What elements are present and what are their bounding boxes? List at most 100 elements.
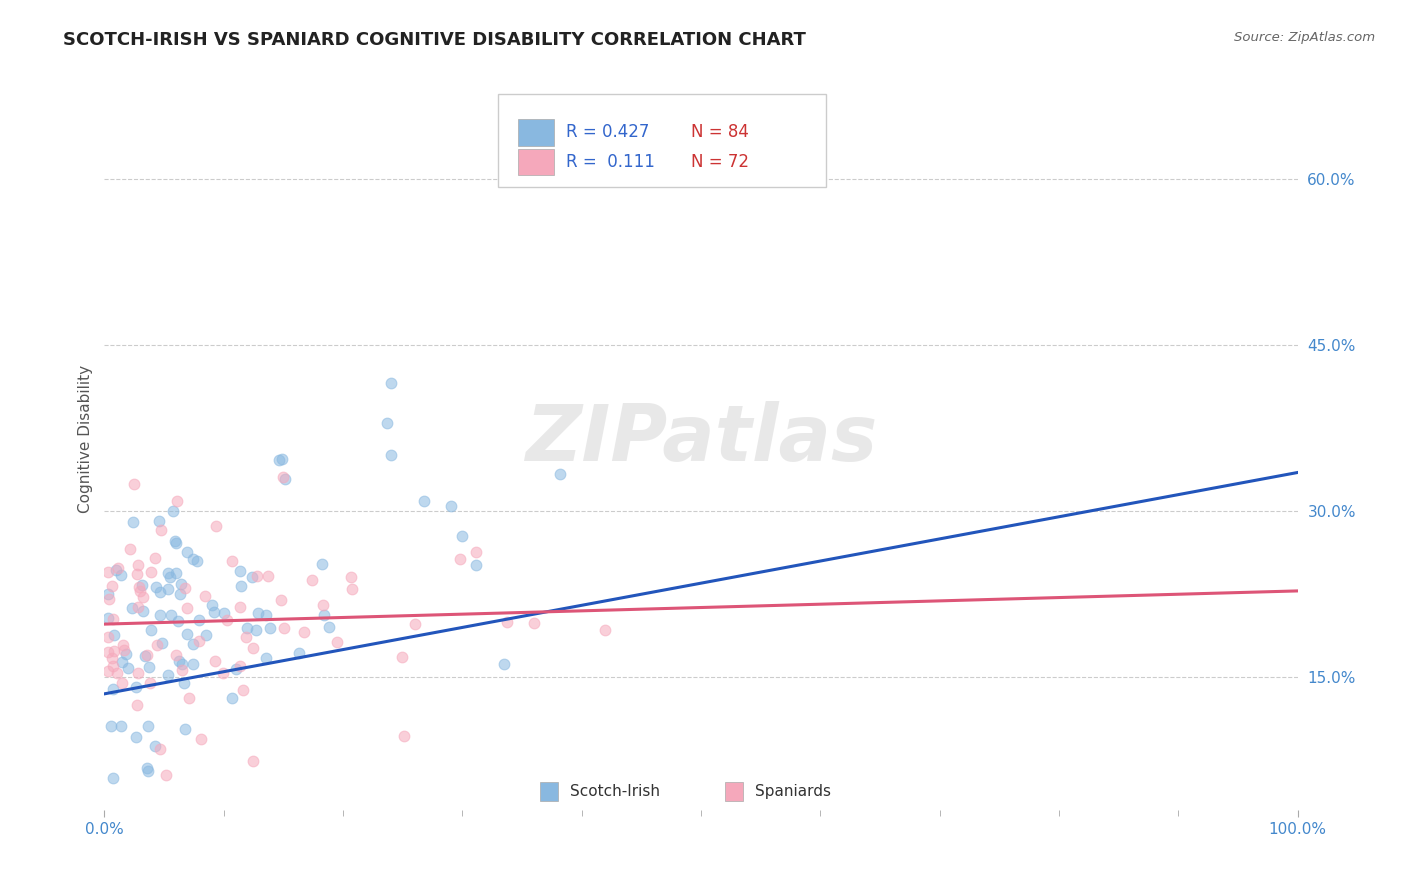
Point: [259, 622, 281, 636]
Point: [132, 604, 155, 618]
Point: [392, 729, 415, 743]
Point: [221, 554, 243, 568]
Point: [166, 614, 188, 628]
Point: [169, 587, 191, 601]
Point: [135, 648, 157, 662]
Point: [494, 657, 516, 672]
Point: [111, 655, 134, 669]
Point: [464, 558, 486, 573]
Point: [593, 623, 616, 637]
Point: [155, 768, 177, 782]
Text: SCOTCH-IRISH VS SPANIARD COGNITIVE DISABILITY CORRELATION CHART: SCOTCH-IRISH VS SPANIARD COGNITIVE DISAB…: [63, 31, 806, 49]
Point: [97, 630, 120, 644]
Point: [138, 764, 160, 778]
Point: [292, 625, 315, 640]
Point: [104, 563, 127, 577]
Point: [221, 691, 243, 706]
Point: [176, 601, 198, 615]
Point: [128, 581, 150, 595]
Point: [112, 642, 135, 657]
Point: [103, 628, 125, 642]
Point: [149, 742, 172, 756]
Point: [246, 569, 269, 583]
Point: [190, 732, 212, 747]
Bar: [519, 119, 554, 145]
Point: [271, 452, 294, 467]
Point: [97, 611, 120, 625]
Point: [225, 662, 247, 676]
Point: [173, 581, 195, 595]
Point: [103, 644, 125, 658]
Point: [139, 675, 162, 690]
FancyBboxPatch shape: [498, 95, 827, 187]
Text: ZIPatlas: ZIPatlas: [524, 401, 877, 477]
Point: [134, 648, 156, 663]
Point: [127, 600, 149, 615]
Point: [312, 598, 335, 612]
Point: [242, 754, 264, 768]
Point: [165, 566, 187, 580]
Point: [112, 638, 135, 652]
Point: [145, 580, 167, 594]
Point: [188, 613, 211, 627]
Point: [159, 608, 181, 623]
Point: [240, 570, 263, 584]
Point: [380, 376, 402, 390]
Point: [548, 467, 571, 481]
Point: [101, 659, 124, 673]
Point: [465, 545, 488, 559]
Bar: [540, 781, 558, 801]
Point: [229, 564, 252, 578]
Point: [270, 593, 292, 607]
Point: [254, 651, 277, 665]
Point: [97, 645, 120, 659]
Point: [105, 665, 128, 680]
Point: [391, 650, 413, 665]
Text: Spaniards: Spaniards: [755, 784, 831, 799]
Text: R = 0.427: R = 0.427: [567, 123, 650, 141]
Point: [97, 591, 120, 606]
Point: [143, 551, 166, 566]
Point: [122, 515, 145, 529]
Point: [115, 647, 138, 661]
Point: [149, 584, 172, 599]
Point: [103, 612, 125, 626]
Point: [194, 589, 217, 603]
Point: [97, 587, 120, 601]
Point: [245, 623, 267, 637]
Point: [167, 654, 190, 668]
Point: [125, 730, 148, 744]
Point: [138, 659, 160, 673]
Point: [449, 552, 471, 566]
Point: [273, 621, 295, 635]
Point: [404, 617, 426, 632]
Point: [242, 640, 264, 655]
Point: [186, 554, 208, 568]
Point: [141, 565, 163, 579]
Point: [212, 666, 235, 681]
Point: [150, 636, 173, 650]
Point: [125, 566, 148, 581]
Point: [157, 566, 180, 580]
Point: [121, 601, 143, 615]
Point: [122, 476, 145, 491]
Point: [138, 719, 160, 733]
Point: [200, 598, 222, 612]
Point: [110, 568, 132, 582]
Point: [311, 558, 333, 572]
Point: [100, 651, 122, 665]
Point: [136, 761, 159, 775]
Point: [340, 570, 363, 584]
Point: [166, 494, 188, 508]
Point: [97, 665, 120, 679]
Point: [174, 723, 197, 737]
Point: [176, 627, 198, 641]
Point: [202, 605, 225, 619]
Point: [229, 659, 252, 673]
Point: [267, 453, 290, 467]
Point: [496, 615, 519, 629]
Point: [128, 583, 150, 598]
Bar: [519, 149, 554, 176]
Point: [214, 607, 236, 621]
Point: [124, 681, 146, 695]
